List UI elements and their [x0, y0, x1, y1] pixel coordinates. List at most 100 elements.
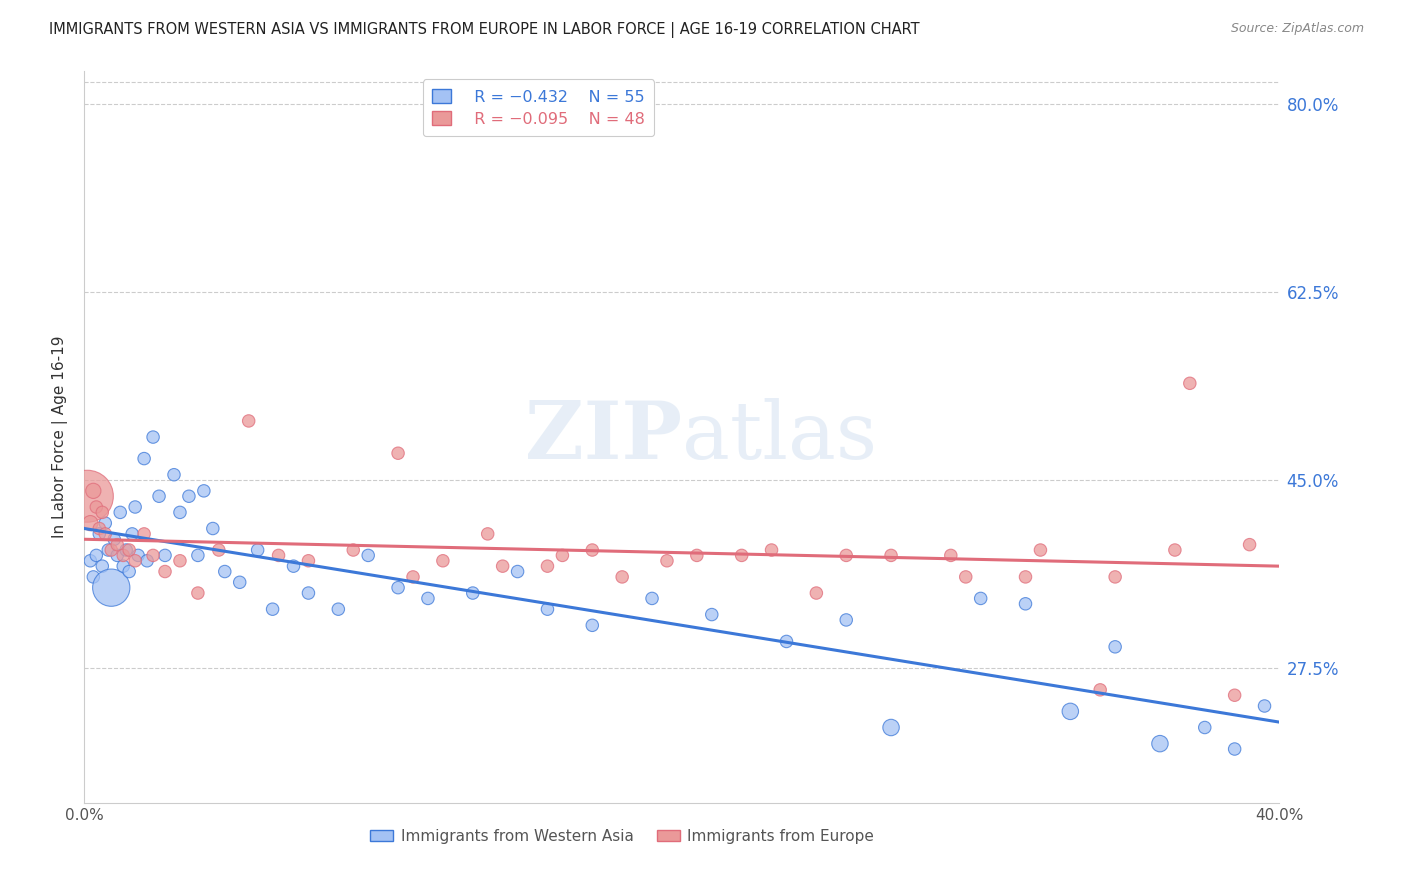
Point: [1223, 742, 1246, 756]
Point: [1164, 543, 1187, 558]
Point: [118, 543, 141, 558]
Point: [655, 554, 678, 568]
Point: [432, 554, 454, 568]
Point: [551, 549, 574, 563]
Point: [229, 575, 252, 590]
Point: [492, 559, 515, 574]
Point: [835, 549, 858, 563]
Point: [387, 581, 409, 595]
Point: [1104, 570, 1126, 584]
Text: Source: ZipAtlas.com: Source: ZipAtlas.com: [1230, 22, 1364, 36]
Y-axis label: In Labor Force | Age 16-19: In Labor Force | Age 16-19: [52, 335, 69, 539]
Point: [105, 549, 128, 563]
Point: [100, 543, 122, 558]
Point: [110, 505, 132, 519]
Point: [103, 533, 125, 547]
Legend: Immigrants from Western Asia, Immigrants from Europe: Immigrants from Western Asia, Immigrants…: [364, 822, 880, 850]
Point: [86, 500, 108, 514]
Point: [262, 602, 284, 616]
Point: [246, 543, 269, 558]
Point: [105, 538, 128, 552]
Point: [124, 500, 146, 514]
Point: [342, 543, 364, 558]
Point: [1239, 538, 1261, 552]
Point: [806, 586, 828, 600]
Point: [112, 559, 135, 574]
Point: [201, 521, 224, 535]
Point: [169, 505, 191, 519]
Point: [1149, 737, 1171, 751]
Point: [100, 581, 122, 595]
Point: [761, 543, 783, 558]
Point: [124, 554, 146, 568]
Point: [79, 554, 101, 568]
Point: [82, 570, 104, 584]
Point: [506, 565, 529, 579]
Point: [283, 559, 305, 574]
Point: [731, 549, 754, 563]
Point: [387, 446, 409, 460]
Point: [700, 607, 723, 622]
Point: [169, 554, 191, 568]
Point: [1090, 682, 1112, 697]
Point: [187, 586, 209, 600]
Point: [328, 602, 350, 616]
Point: [91, 559, 114, 574]
Point: [357, 549, 380, 563]
Point: [94, 516, 117, 530]
Point: [91, 505, 114, 519]
Point: [132, 527, 156, 541]
Point: [1014, 597, 1036, 611]
Point: [612, 570, 634, 584]
Point: [970, 591, 993, 606]
Point: [86, 549, 108, 563]
Point: [97, 543, 120, 558]
Point: [1029, 543, 1052, 558]
Point: [153, 549, 176, 563]
Text: IMMIGRANTS FROM WESTERN ASIA VS IMMIGRANTS FROM EUROPE IN LABOR FORCE | AGE 16-1: IMMIGRANTS FROM WESTERN ASIA VS IMMIGRAN…: [49, 22, 920, 38]
Point: [193, 483, 215, 498]
Point: [955, 570, 977, 584]
Point: [187, 549, 209, 563]
Point: [880, 549, 903, 563]
Point: [132, 451, 156, 466]
Point: [82, 483, 104, 498]
Point: [686, 549, 709, 563]
Point: [136, 554, 159, 568]
Point: [536, 559, 558, 574]
Point: [127, 549, 149, 563]
Point: [76, 489, 98, 503]
Point: [153, 565, 176, 579]
Point: [939, 549, 962, 563]
Text: atlas: atlas: [682, 398, 877, 476]
Point: [1178, 376, 1201, 391]
Point: [835, 613, 858, 627]
Point: [163, 467, 186, 482]
Point: [416, 591, 439, 606]
Point: [402, 570, 425, 584]
Point: [1223, 688, 1246, 702]
Point: [89, 527, 111, 541]
Point: [1014, 570, 1036, 584]
Point: [79, 516, 101, 530]
Point: [536, 602, 558, 616]
Point: [581, 543, 603, 558]
Point: [461, 586, 484, 600]
Point: [142, 549, 165, 563]
Point: [214, 565, 236, 579]
Point: [208, 543, 231, 558]
Point: [118, 565, 141, 579]
Point: [121, 527, 143, 541]
Point: [267, 549, 290, 563]
Point: [297, 586, 319, 600]
Point: [238, 414, 260, 428]
Point: [177, 489, 200, 503]
Point: [89, 521, 111, 535]
Point: [148, 489, 170, 503]
Point: [1059, 705, 1081, 719]
Point: [1253, 698, 1275, 713]
Point: [581, 618, 603, 632]
Point: [1194, 721, 1216, 735]
Point: [112, 549, 135, 563]
Point: [94, 527, 117, 541]
